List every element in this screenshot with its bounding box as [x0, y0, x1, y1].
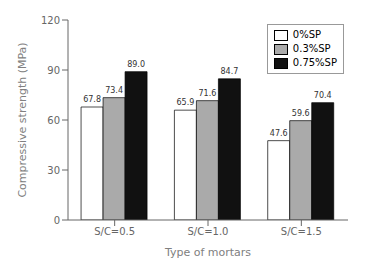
svg-text:S/C=1.0: S/C=1.0 — [188, 226, 229, 237]
svg-text:0: 0 — [54, 215, 60, 226]
svg-text:90: 90 — [47, 65, 60, 76]
svg-text:65.9: 65.9 — [176, 98, 194, 107]
svg-text:60: 60 — [47, 115, 60, 126]
svg-text:73.4: 73.4 — [105, 86, 123, 95]
svg-text:67.8: 67.8 — [83, 95, 101, 104]
svg-text:71.6: 71.6 — [198, 89, 216, 98]
svg-text:S/C=1.5: S/C=1.5 — [281, 226, 322, 237]
svg-text:S/C=0.5: S/C=0.5 — [94, 226, 135, 237]
svg-text:47.6: 47.6 — [270, 129, 288, 138]
html-text:0%SP: 0%SP — [292, 29, 322, 40]
svg-text:84.7: 84.7 — [220, 67, 238, 76]
svg-text:70.4: 70.4 — [314, 91, 332, 100]
svg-text:120: 120 — [41, 15, 60, 26]
html-text:0.75%SP: 0.75%SP — [292, 57, 337, 68]
svg-text:59.6: 59.6 — [292, 109, 310, 118]
svg-text:89.0: 89.0 — [127, 60, 145, 69]
svg-text:30: 30 — [47, 165, 60, 176]
html-text:0.3%SP: 0.3%SP — [292, 43, 331, 54]
svg-text:Type of mortars: Type of mortars — [164, 246, 251, 259]
svg-text:Compressive strength (MPa): Compressive strength (MPa) — [16, 42, 29, 197]
